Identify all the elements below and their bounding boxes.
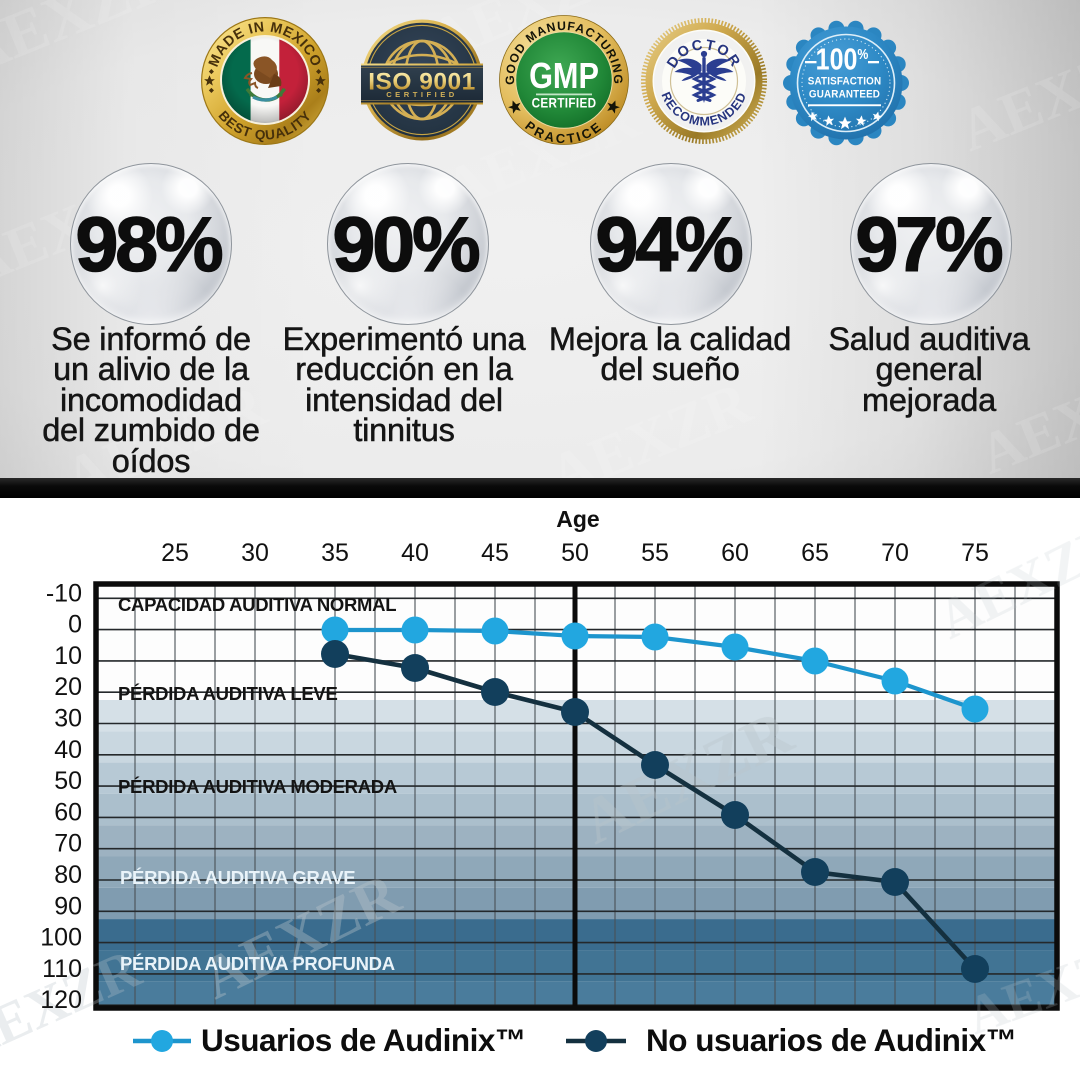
svg-text:60: 60 bbox=[54, 798, 82, 826]
svg-text:80: 80 bbox=[54, 861, 82, 889]
svg-text:PÉRDIDA AUDITIVA LEVE: PÉRDIDA AUDITIVA LEVE bbox=[118, 683, 338, 704]
svg-text:GMP: GMP bbox=[529, 56, 599, 97]
svg-text:50: 50 bbox=[561, 539, 589, 567]
svg-text:100: 100 bbox=[40, 924, 82, 952]
svg-text:SATISFACTION: SATISFACTION bbox=[808, 75, 882, 88]
svg-text:75: 75 bbox=[961, 539, 989, 567]
svg-text:30: 30 bbox=[241, 539, 269, 567]
svg-text:CERTIFIED: CERTIFIED bbox=[386, 90, 458, 99]
svg-text:55: 55 bbox=[641, 539, 669, 567]
svg-text:50: 50 bbox=[54, 767, 82, 795]
svg-text:GUARANTEED: GUARANTEED bbox=[809, 88, 880, 101]
svg-text:ISO 9001: ISO 9001 bbox=[368, 69, 476, 96]
svg-text:30: 30 bbox=[54, 705, 82, 733]
svg-text:40: 40 bbox=[401, 539, 429, 567]
svg-text:Usuarios de Audinix™: Usuarios de Audinix™ bbox=[201, 1022, 526, 1058]
svg-text:PÉRDIDA AUDITIVA GRAVE: PÉRDIDA AUDITIVA GRAVE bbox=[120, 867, 355, 888]
svg-text:PÉRDIDA AUDITIVA MODERADA: PÉRDIDA AUDITIVA MODERADA bbox=[118, 776, 397, 797]
svg-text:40: 40 bbox=[54, 736, 82, 764]
svg-text:35: 35 bbox=[321, 539, 349, 567]
svg-text:CERTIFIED: CERTIFIED bbox=[532, 96, 597, 111]
svg-text:No usuarios de Audinix™: No usuarios de Audinix™ bbox=[646, 1022, 1017, 1058]
svg-text:20: 20 bbox=[54, 673, 82, 701]
svg-text:25: 25 bbox=[161, 539, 189, 567]
svg-text:120: 120 bbox=[40, 986, 82, 1014]
svg-text:110: 110 bbox=[42, 955, 82, 983]
svg-text:70: 70 bbox=[881, 539, 909, 567]
svg-text:90: 90 bbox=[54, 892, 82, 920]
svg-text:10: 10 bbox=[54, 642, 82, 670]
svg-text:-10: -10 bbox=[46, 579, 82, 607]
svg-text:60: 60 bbox=[721, 539, 749, 567]
svg-text:CAPACIDAD AUDITIVA NORMAL: CAPACIDAD AUDITIVA NORMAL bbox=[118, 594, 396, 615]
svg-text:0: 0 bbox=[68, 611, 82, 639]
svg-text:45: 45 bbox=[481, 539, 509, 567]
svg-text:70: 70 bbox=[54, 830, 82, 858]
svg-text:Age: Age bbox=[556, 506, 599, 532]
svg-text:PÉRDIDA AUDITIVA PROFUNDA: PÉRDIDA AUDITIVA PROFUNDA bbox=[120, 953, 395, 974]
svg-text:65: 65 bbox=[801, 539, 829, 567]
